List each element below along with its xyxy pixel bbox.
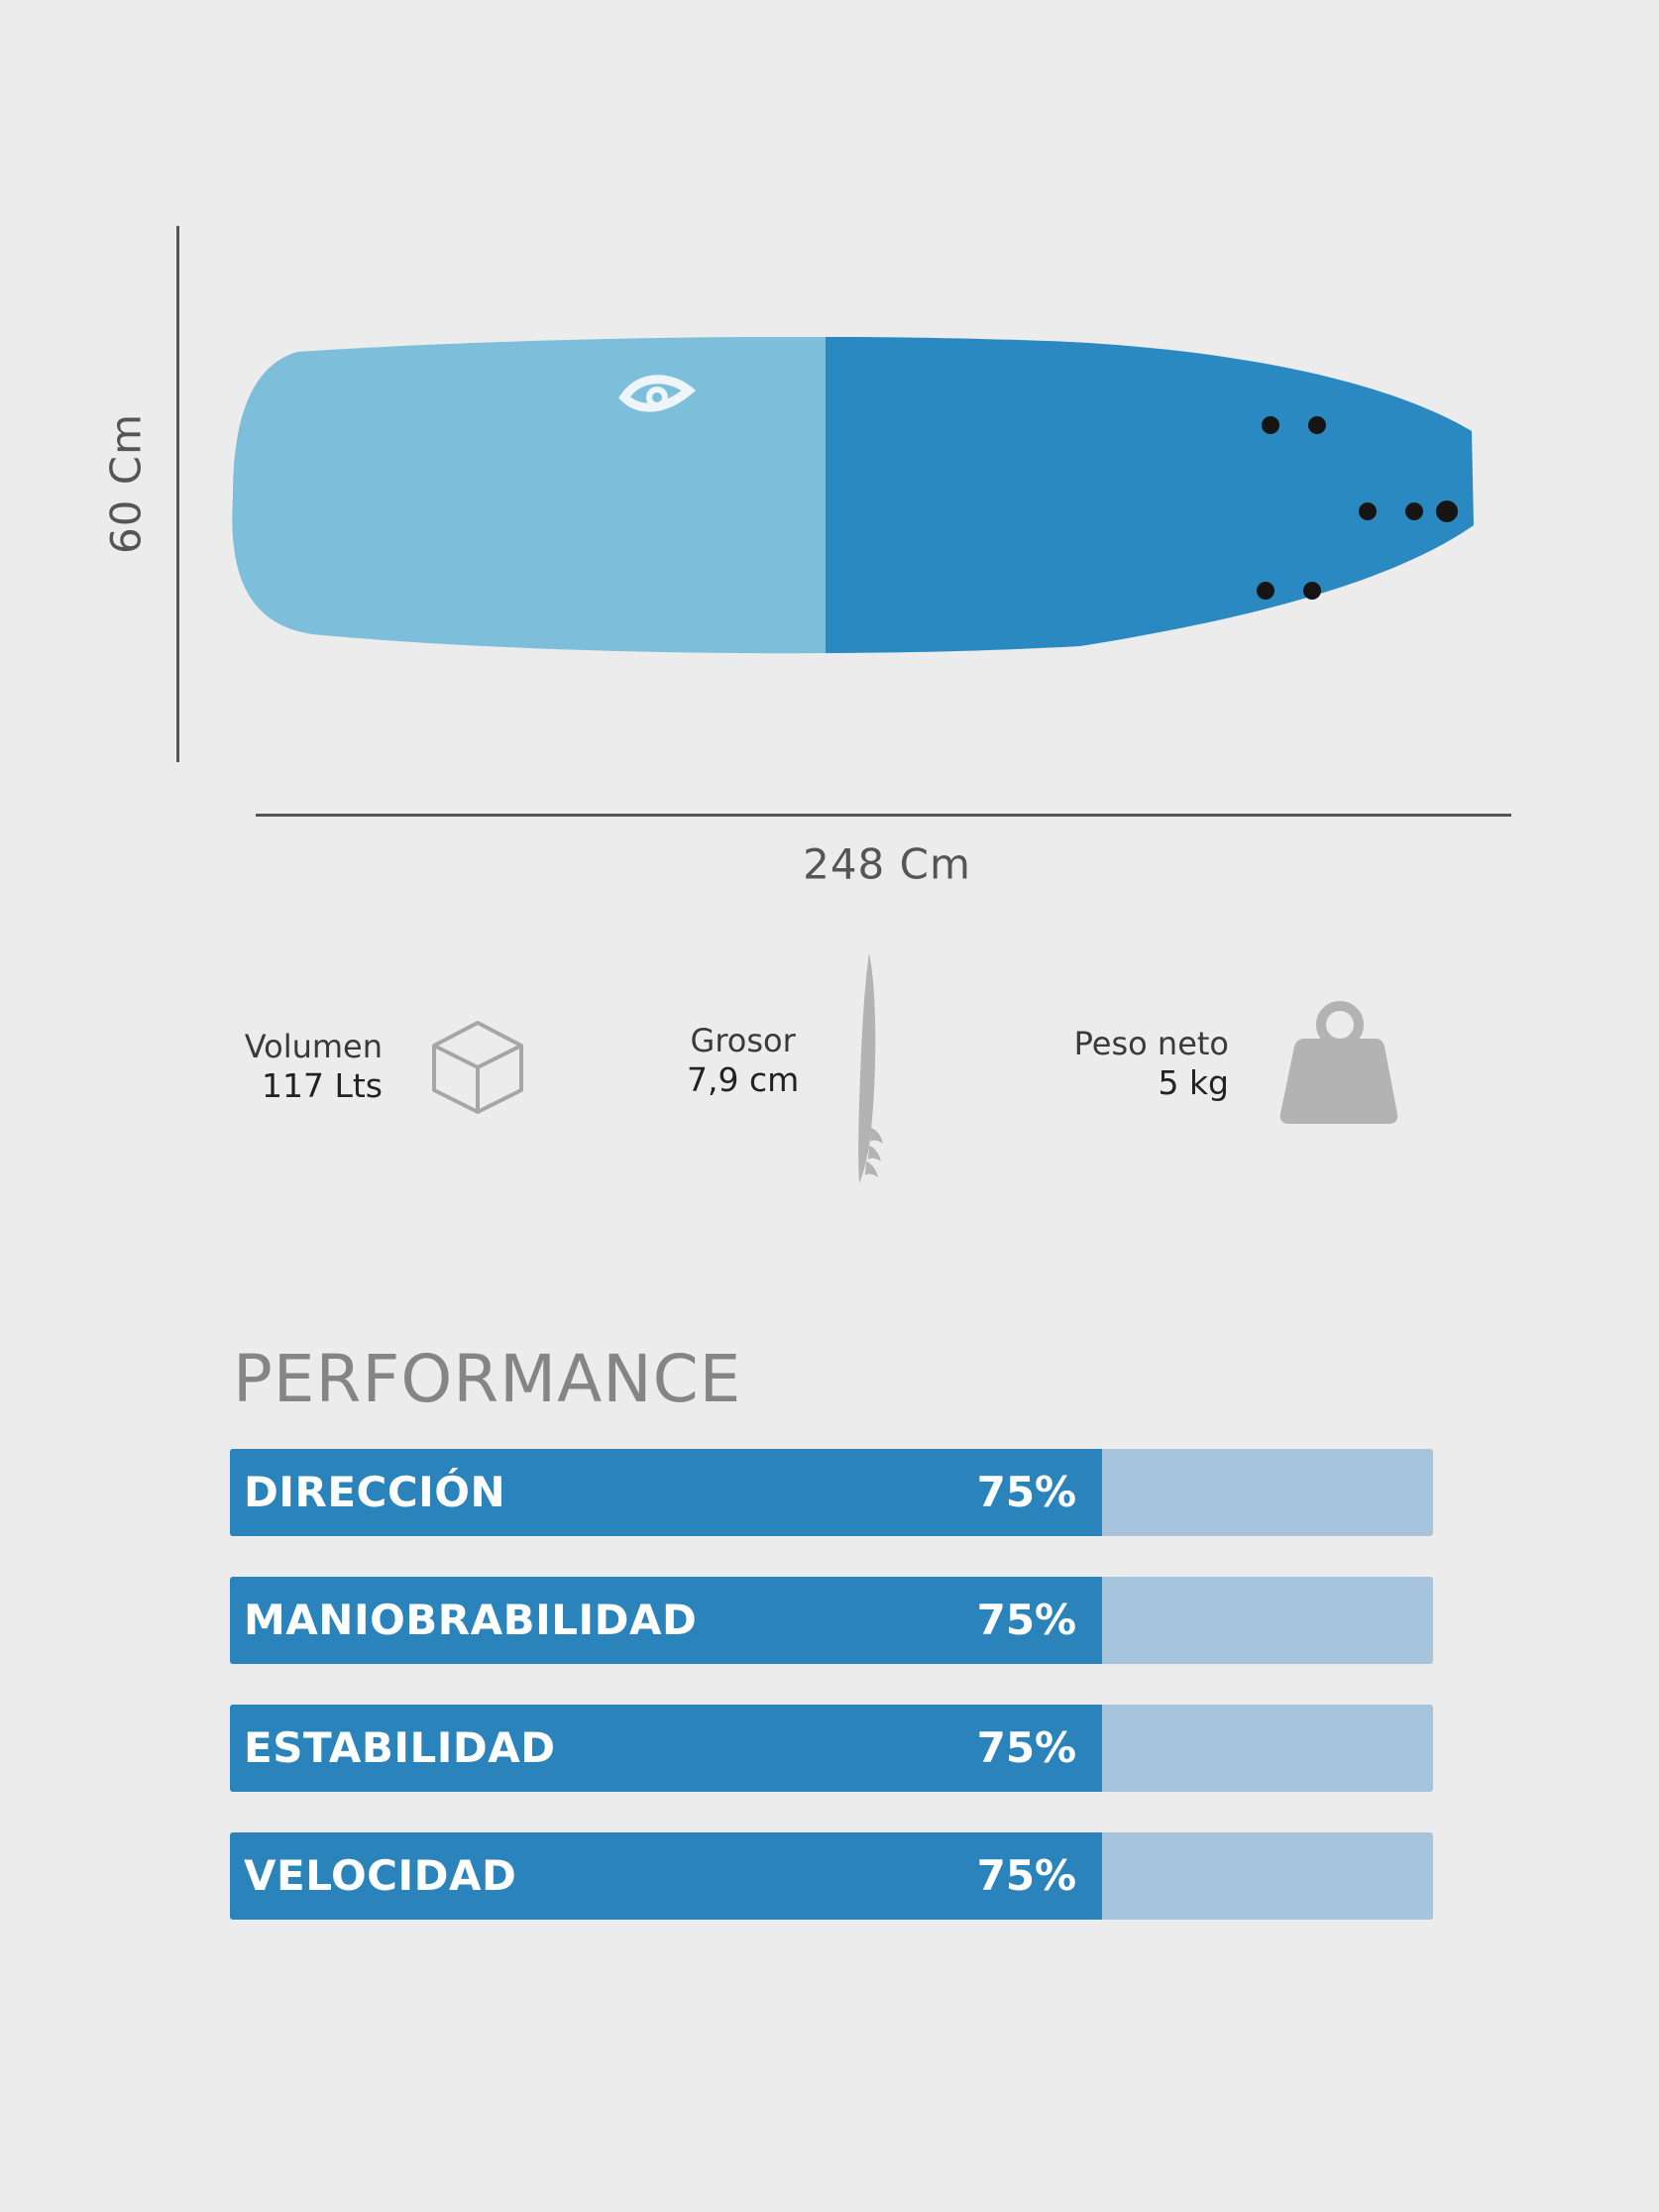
thickness-value: 7,9 cm [687, 1060, 800, 1099]
performance-bar-direccion: DIRECCIÓN 75% [230, 1449, 1433, 1536]
performance-title: PERFORMANCE [233, 1341, 742, 1417]
volume-value: 117 Lts [262, 1066, 383, 1105]
performance-bar-label: ESTABILIDAD [244, 1723, 556, 1772]
weight-spec: Peso neto 5 kg [1074, 1024, 1229, 1103]
board-nose-section [232, 337, 826, 654]
weight-value: 5 kg [1158, 1063, 1229, 1102]
fin-plugs [1257, 416, 1458, 600]
cube-icon [432, 1021, 523, 1114]
volume-label: Volumen [244, 1028, 383, 1065]
performance-bar-fill [230, 1577, 1103, 1664]
surfboard-image [232, 337, 1474, 654]
performance-bar-label: DIRECCIÓN [244, 1468, 506, 1516]
performance-bar-label: MANIOBRABILIDAD [244, 1596, 698, 1644]
performance-bar-velocidad: VELOCIDAD 75% [230, 1832, 1433, 1920]
performance-bar-estabilidad: ESTABILIDAD 75% [230, 1705, 1433, 1792]
board-logo-icon [618, 375, 697, 412]
width-dimension-label: 248 Cm [803, 839, 971, 889]
weight-icon [1279, 1001, 1398, 1124]
surfboard-profile-icon [858, 953, 883, 1183]
performance-bar-label: VELOCIDAD [244, 1851, 517, 1900]
board-tail-section [826, 337, 1474, 654]
height-dimension-label: 60 Cm [101, 412, 151, 555]
thickness-spec: Grosor 7,9 cm [687, 1021, 799, 1100]
weight-label: Peso neto [1073, 1025, 1229, 1062]
performance-bar-fill [230, 1705, 1103, 1792]
performance-bar-percent: 75% [976, 1723, 1077, 1772]
volume-spec: Volumen 117 Lts [245, 1027, 383, 1106]
performance-bar-fill [230, 1449, 1103, 1536]
performance-bar-percent: 75% [976, 1851, 1077, 1900]
performance-bar-percent: 75% [976, 1468, 1077, 1516]
width-dimension-line [256, 814, 1511, 817]
performance-bar-maniobrabilidad: MANIOBRABILIDAD 75% [230, 1577, 1433, 1664]
performance-bar-fill [230, 1832, 1103, 1920]
performance-bar-percent: 75% [976, 1596, 1077, 1644]
height-dimension-line [176, 226, 179, 762]
thickness-label: Grosor [690, 1022, 796, 1059]
